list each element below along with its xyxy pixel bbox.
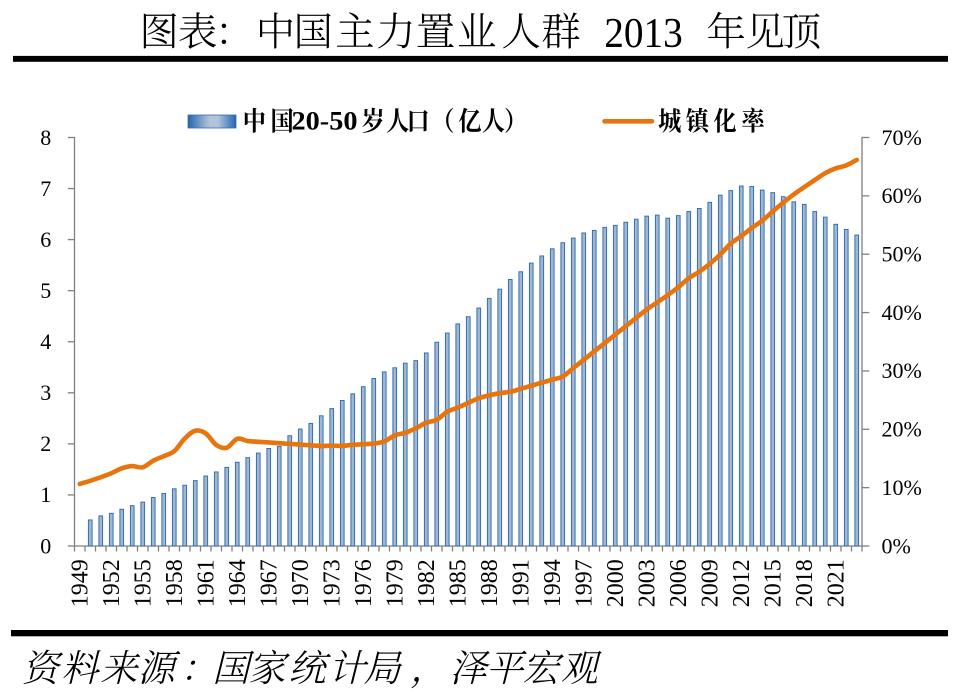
svg-text:2021: 2021 [824,559,850,607]
svg-text:1958: 1958 [162,559,188,607]
svg-text:1979: 1979 [383,559,409,607]
svg-text:2018: 2018 [792,559,818,607]
svg-text:8: 8 [40,125,51,150]
svg-text:2000: 2000 [603,559,629,607]
svg-text:5: 5 [40,278,51,303]
svg-text:0: 0 [40,533,51,558]
svg-text:40%: 40% [882,300,922,325]
svg-text:60%: 60% [882,183,922,208]
svg-text:1952: 1952 [99,559,125,607]
svg-text:1964: 1964 [225,559,251,607]
svg-text:4: 4 [40,329,51,354]
svg-text:10%: 10% [882,475,922,500]
svg-text:1976: 1976 [351,559,377,607]
svg-text:1988: 1988 [477,559,503,607]
svg-text:2003: 2003 [635,559,661,607]
svg-text:1967: 1967 [257,559,283,607]
svg-text:1973: 1973 [320,559,346,607]
svg-text:3: 3 [40,380,51,405]
svg-text:2013: 2013 [604,10,683,57]
svg-text:1961: 1961 [194,559,220,607]
svg-text:2012: 2012 [729,559,755,607]
svg-text:0%: 0% [882,533,911,558]
svg-text:20-50: 20-50 [292,107,358,136]
svg-text:1970: 1970 [288,559,314,607]
svg-text:50%: 50% [882,242,922,267]
svg-text:1985: 1985 [446,559,472,607]
svg-text:1: 1 [40,482,51,507]
svg-text:7: 7 [40,176,51,201]
svg-text:70%: 70% [882,125,922,150]
svg-text:1982: 1982 [414,559,440,607]
svg-text:1991: 1991 [509,559,535,607]
svg-text:1997: 1997 [572,559,598,607]
svg-text:1955: 1955 [131,559,157,607]
svg-text:20%: 20% [882,417,922,442]
svg-text:2009: 2009 [698,559,724,607]
svg-text:1994: 1994 [540,559,566,607]
svg-text:2015: 2015 [761,559,787,607]
svg-text:2006: 2006 [666,559,692,607]
svg-text:2: 2 [40,431,51,456]
svg-text:1949: 1949 [68,559,94,607]
svg-text:6: 6 [40,227,51,252]
svg-text:30%: 30% [882,358,922,383]
